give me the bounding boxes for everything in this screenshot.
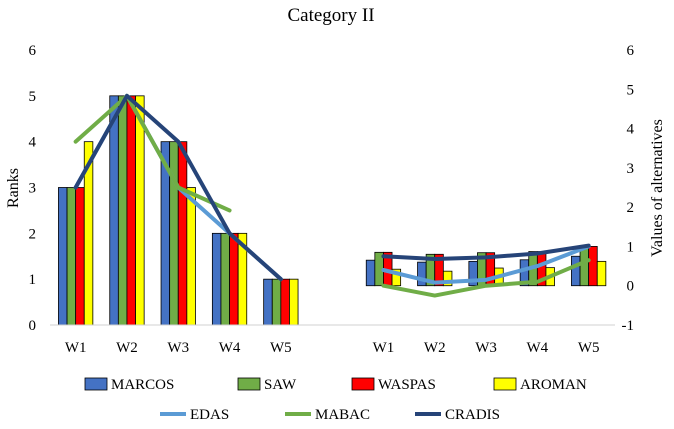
bar-saw-w5: [579, 246, 590, 287]
left-axis-ticks: 0 1 2 3 4 5 6: [29, 43, 37, 334]
legend-label-mabac: MABAC: [315, 407, 370, 423]
category-label: W4: [219, 340, 241, 356]
legend-swatch-saw: [237, 377, 261, 391]
category-label: W2: [116, 340, 138, 356]
legend-swatch-aroman: [493, 377, 517, 391]
left-tick-label: 1: [29, 272, 37, 288]
legend-swatch-marcos: [84, 377, 108, 391]
bar-aroman-w3: [186, 187, 196, 326]
bar-aroman-w5: [596, 260, 607, 287]
category-label: W3: [475, 340, 497, 356]
bar-aroman-w2: [135, 95, 145, 326]
chart-title: Category II: [287, 5, 374, 26]
bar-aroman-w5: [289, 278, 299, 326]
category-label: W4: [527, 340, 549, 356]
category-label: W3: [167, 340, 189, 356]
right-tick-label: 5: [627, 82, 635, 98]
bar-marcos-w1: [365, 259, 376, 287]
right-tick-label: 2: [627, 200, 635, 216]
legend-label-cradis: CRADIS: [445, 407, 500, 423]
bar-saw-w5: [271, 278, 282, 326]
bar-waspas-w5: [280, 278, 290, 326]
bar-waspas-w3: [177, 141, 188, 326]
bar-marcos-w5: [263, 278, 273, 326]
left-tick-label: 0: [29, 318, 37, 334]
bar-aroman-w2: [442, 270, 453, 287]
category-label: W5: [578, 340, 600, 356]
bar-marcos-w4: [211, 232, 222, 326]
legend-label-saw: SAW: [264, 377, 297, 393]
category-label: W5: [270, 340, 292, 356]
legend-label-edas: EDAS: [190, 407, 229, 423]
bar-marcos-w5: [571, 255, 581, 287]
line-cradis: [381, 243, 591, 261]
right-axis-title: Values of alternatives: [649, 119, 666, 257]
right-tick-label: 4: [627, 122, 635, 138]
bar-waspas-w2: [126, 95, 136, 326]
legend-label-aroman: AROMAN: [520, 377, 587, 393]
category-label: W1: [373, 340, 395, 356]
bar-saw-w4: [220, 232, 230, 326]
right-tick-label: 3: [627, 161, 635, 177]
left-tick-label: 3: [29, 181, 37, 197]
bar-saw-w3: [169, 141, 179, 326]
bar-marks: [58, 95, 607, 326]
bar-marcos-w1: [58, 187, 68, 326]
legend-swatch-waspas: [351, 377, 375, 391]
right-axis-ticks: -1 0 1 2 3 4 5 6: [622, 43, 635, 334]
line-cradis: [73, 93, 283, 282]
category-label: W2: [424, 340, 446, 356]
legend-label-marcos: MARCOS: [111, 377, 174, 393]
left-axis-title: Ranks: [5, 168, 22, 208]
bar-waspas-w4: [229, 232, 239, 326]
bar-waspas-w1: [75, 187, 85, 326]
line-marks: [73, 93, 591, 298]
line-edas: [381, 244, 591, 285]
left-tick-label: 2: [29, 226, 37, 242]
line-mabac: [73, 93, 232, 213]
category-label: W1: [65, 340, 87, 356]
line-mabac: [381, 258, 591, 298]
bar-aroman-w1: [391, 268, 402, 287]
right-tick-label: 1: [627, 239, 635, 255]
left-tick-label: 4: [29, 135, 37, 151]
bar-saw-w2: [117, 95, 128, 326]
bar-marcos-w2: [109, 95, 119, 326]
legend-label-waspas: WASPAS: [378, 377, 436, 393]
bar-waspas-w5: [588, 246, 598, 287]
right-tick-label: 0: [627, 279, 635, 295]
bar-waspas-w2: [434, 253, 444, 287]
left-tick-label: 6: [29, 43, 37, 59]
right-tick-label: -1: [622, 318, 635, 334]
category-labels: W1 W2 W3 W4 W5 W1 W2 W3 W4 W5: [65, 340, 600, 356]
left-tick-label: 5: [29, 89, 37, 105]
bar-saw-w1: [66, 187, 77, 326]
right-tick-label: 6: [627, 43, 635, 59]
legend: MARCOS SAW WASPAS AROMAN EDAS MABAC CRADIS: [84, 377, 587, 423]
